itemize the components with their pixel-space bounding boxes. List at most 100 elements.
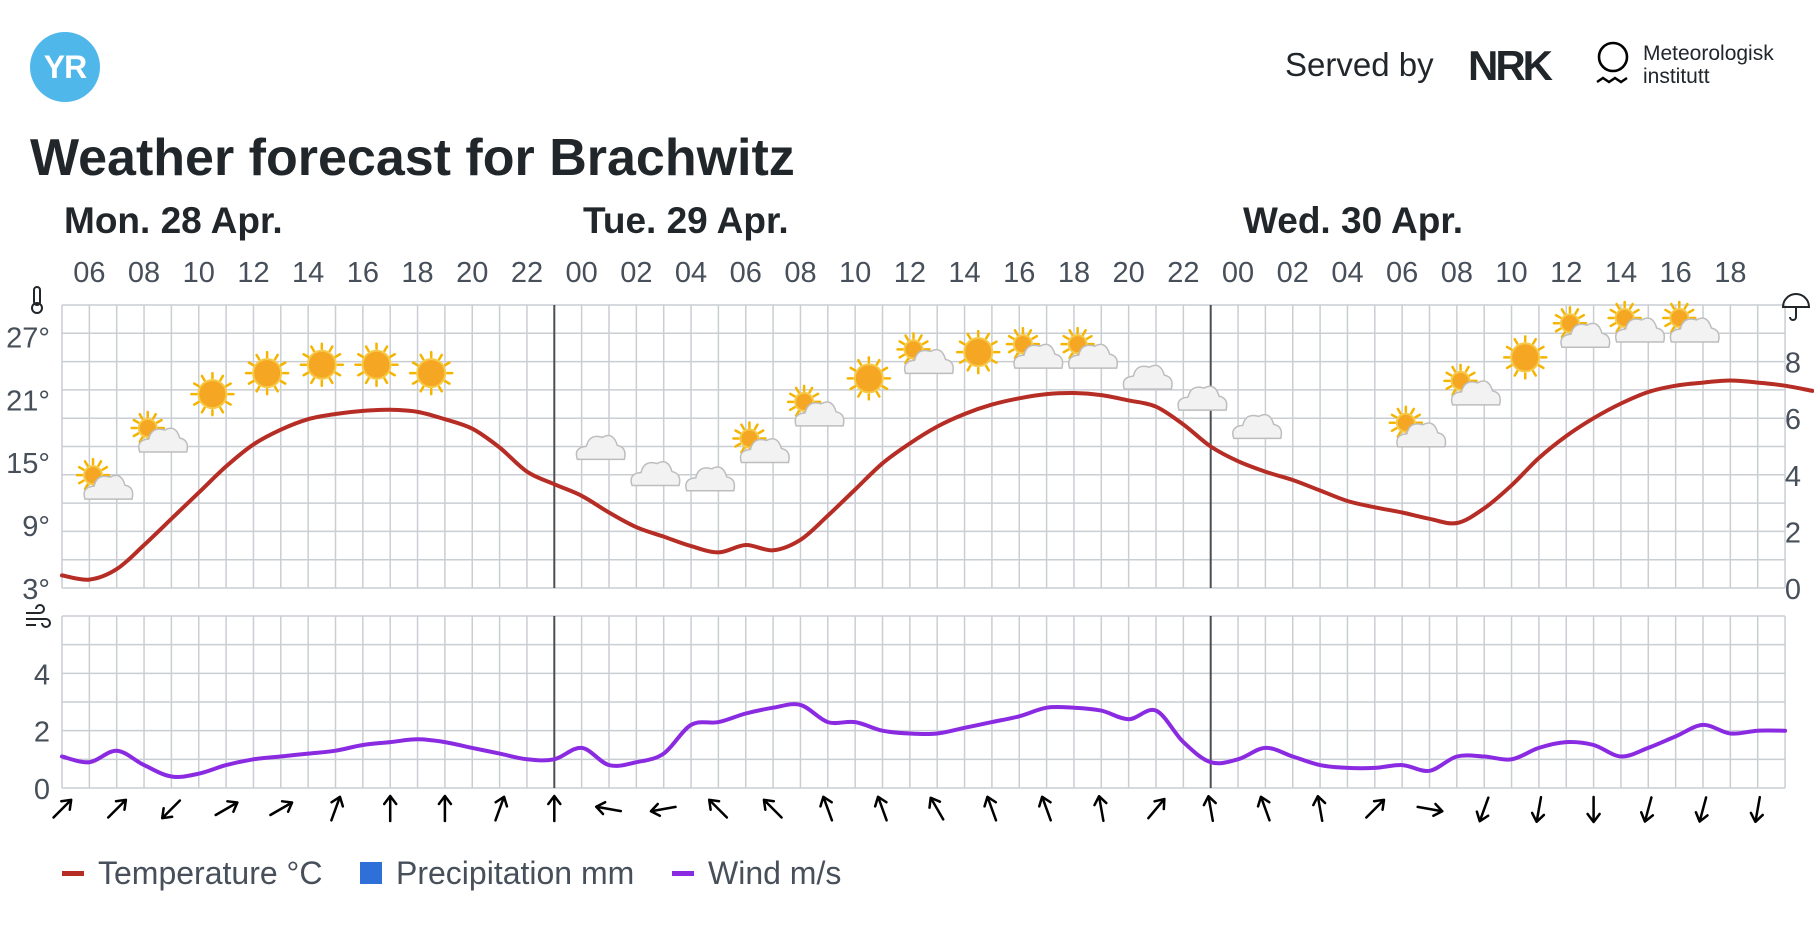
wind-arrow-head: [594, 800, 607, 816]
header: YR Served by NRK Meteorologisk institutt: [0, 0, 1814, 130]
yr-logo[interactable]: YR: [30, 32, 100, 102]
wind-axis: 0 2 4: [34, 659, 50, 806]
cloud-shape: [1450, 380, 1501, 406]
sun-disc: [416, 358, 447, 389]
clear-sky-night-icon: [1297, 429, 1312, 458]
clear-sky-night-icon: [531, 408, 546, 437]
sun-ray: [364, 377, 370, 385]
sun-ray: [77, 465, 85, 471]
wind-arrow: [1416, 802, 1444, 818]
wind-arrow-shaft: [1147, 798, 1165, 820]
hour-label: 18: [401, 257, 433, 289]
sun-ray: [310, 377, 316, 385]
wind-arrow-shaft: [1643, 796, 1653, 822]
sun-ray: [101, 465, 109, 471]
partly-cloudy-day-icon: [1662, 300, 1720, 343]
sun-ray: [334, 371, 342, 377]
moon-shape: [1126, 355, 1136, 374]
wind-arrow-head: [382, 794, 398, 806]
partly-cloudy-day-icon: [896, 332, 954, 375]
wind-arrow-shaft: [1207, 795, 1215, 823]
cloud-shape: [1232, 413, 1283, 440]
served-by-text: Served by: [1285, 46, 1434, 83]
sun-ray: [1632, 308, 1640, 314]
sun-ray: [958, 358, 966, 364]
hour-label: 10: [839, 257, 871, 289]
sun-ray: [1396, 407, 1402, 415]
sun-ray: [225, 382, 232, 388]
sun-ray: [1554, 313, 1562, 319]
wind-arrow-head: [1202, 794, 1217, 807]
cloud-shape: [1177, 385, 1228, 411]
wind-arrow-shaft: [1365, 799, 1385, 819]
wind-arrow: [1639, 796, 1655, 823]
sun-ray: [77, 479, 85, 485]
cloud-shape: [1614, 317, 1666, 343]
wind-arrow-shaft: [650, 805, 677, 813]
partly-cloudy-day-icon: [130, 410, 189, 453]
partly-cloudy-day-icon: [1443, 363, 1501, 406]
met-institute-logo[interactable]: Meteorologisk institutt: [1643, 42, 1774, 88]
sun-ray: [132, 418, 140, 424]
sun-ray: [990, 358, 998, 364]
sun-ray: [1505, 364, 1513, 370]
wind-arrow-head: [1372, 798, 1386, 811]
sun-ray: [1505, 345, 1513, 351]
wind-arrow: [762, 798, 783, 819]
wind-arrow-shaft: [1260, 796, 1271, 822]
hour-label: 12: [894, 257, 926, 289]
hour-label: 20: [1113, 257, 1145, 289]
hour-label: 06: [73, 257, 105, 289]
cloud-shape: [138, 427, 189, 453]
wind-arrow-shaft: [1097, 795, 1105, 823]
partly-cloudy-day-icon: [1005, 326, 1064, 369]
clear-sky-day-icon: [846, 356, 892, 401]
sun-ray: [273, 353, 279, 361]
sun-ray: [881, 366, 889, 372]
sun-ray: [1062, 334, 1070, 340]
wind-arrow-head: [1256, 795, 1271, 808]
sun-ray: [1531, 370, 1537, 377]
sun-ray: [1445, 371, 1453, 377]
hour-label: 04: [675, 257, 707, 289]
sun-ray: [151, 412, 157, 420]
legend: Temperature °C Precipitation mm Wind m/s: [62, 855, 841, 891]
partly-cloudy-day-icon: [732, 421, 790, 464]
cloud-shape: [1013, 343, 1064, 369]
sun-ray: [1414, 413, 1421, 419]
met-name-line1: Meteorologisk: [1643, 42, 1774, 65]
sun-ray: [1687, 308, 1695, 314]
sun-ray: [740, 446, 746, 454]
sun-ray: [1628, 302, 1634, 310]
cloud-shape: [1122, 364, 1173, 390]
sun-disc: [1510, 342, 1541, 373]
cloud-shape: [794, 401, 845, 427]
wind-arrow: [1202, 794, 1217, 823]
wind-arrow: [1147, 797, 1166, 820]
wind-arrow-head: [928, 796, 942, 809]
wind-grid: [61, 615, 1786, 789]
wind-arrow: [494, 795, 509, 822]
wind-arrow-shaft: [822, 796, 834, 822]
sun-ray: [753, 423, 759, 431]
precipitation-tick-label: 8: [1785, 348, 1801, 380]
sun-ray: [904, 357, 910, 365]
forecast-chart: Mon. 28 Apr. Tue. 29 Apr. Wed. 30 Apr. 06 0…: [6, 200, 1814, 891]
partly-cloudy-night-icon: [1122, 355, 1173, 390]
wind-arrow-shaft: [877, 796, 888, 822]
sun-ray: [328, 377, 334, 385]
hour-label: 08: [1441, 257, 1473, 289]
sun-ray: [443, 379, 451, 385]
sun-ray: [419, 353, 425, 361]
sun-ray: [1513, 370, 1519, 377]
wind-arrow-shaft: [1416, 805, 1443, 813]
sun-ray: [1531, 337, 1537, 345]
hour-label: 12: [237, 257, 269, 289]
wind-arrow: [819, 795, 834, 822]
nrk-logo[interactable]: NRK: [1468, 42, 1553, 89]
sun-ray: [966, 364, 972, 372]
wind-arrow: [269, 800, 294, 817]
wind-arrow: [1093, 794, 1108, 823]
wind-line: [60, 702, 1788, 779]
sun-ray: [200, 374, 206, 382]
